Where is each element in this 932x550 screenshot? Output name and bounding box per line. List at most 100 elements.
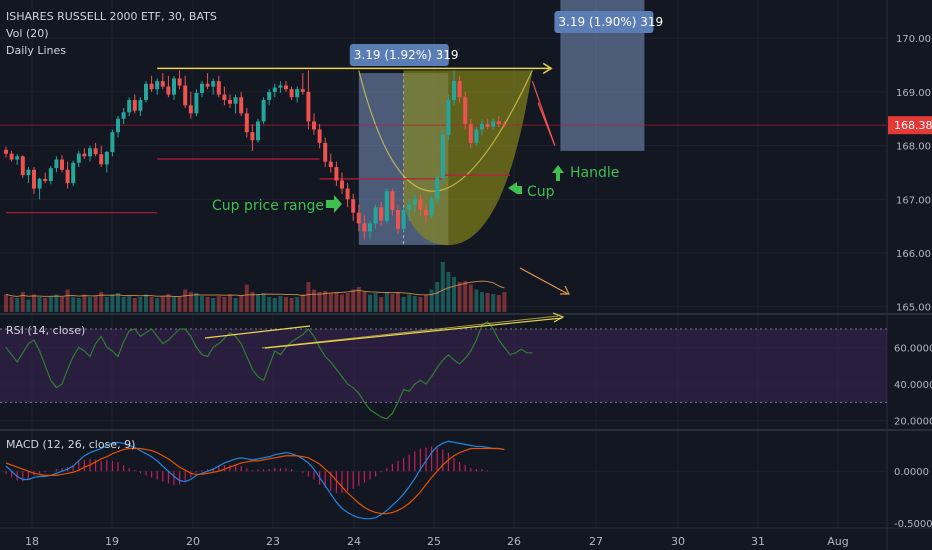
rsi-line[interactable]: [5, 320, 533, 420]
candle-body[interactable]: [295, 89, 300, 98]
macd-line[interactable]: [5, 440, 505, 520]
candle-body[interactable]: [71, 162, 76, 184]
candle-body[interactable]: [20, 156, 25, 176]
candle-body[interactable]: [312, 121, 316, 130]
candle-body[interactable]: [155, 81, 160, 90]
volume-bar: [463, 281, 468, 312]
candle-body[interactable]: [412, 199, 417, 205]
candle-body[interactable]: [440, 134, 445, 178]
candle-body[interactable]: [172, 78, 176, 95]
candle-body[interactable]: [457, 81, 462, 98]
candle-body[interactable]: [104, 152, 109, 165]
candle-body[interactable]: [88, 148, 92, 157]
candle-body[interactable]: [48, 168, 53, 182]
candle-body[interactable]: [351, 199, 356, 213]
candle-body[interactable]: [340, 180, 344, 189]
candle-body[interactable]: [82, 153, 87, 157]
candle-body[interactable]: [138, 99, 143, 111]
candle-body[interactable]: [200, 83, 204, 93]
candle-body[interactable]: [418, 199, 423, 210]
candle-body[interactable]: [373, 207, 378, 224]
candle-body[interactable]: [65, 169, 70, 184]
candle-body[interactable]: [127, 99, 132, 113]
candle-body[interactable]: [496, 121, 501, 125]
candle-body[interactable]: [334, 167, 339, 181]
candle-body[interactable]: [407, 204, 412, 210]
candle-body[interactable]: [76, 153, 81, 163]
candle-body[interactable]: [452, 81, 456, 100]
candle-body[interactable]: [15, 156, 20, 160]
candle-body[interactable]: [328, 161, 333, 168]
candle-body[interactable]: [463, 97, 468, 125]
candle-body[interactable]: [502, 124, 507, 126]
candle-body[interactable]: [261, 99, 266, 122]
candle-body[interactable]: [4, 149, 8, 154]
candle-body[interactable]: [446, 99, 451, 135]
candle-body[interactable]: [160, 81, 165, 87]
candle-body[interactable]: [9, 153, 14, 160]
candle-body[interactable]: [93, 148, 98, 155]
candle-body[interactable]: [485, 124, 490, 127]
candle-body[interactable]: [239, 97, 244, 114]
candle-body[interactable]: [37, 178, 42, 189]
candle-body[interactable]: [132, 99, 137, 111]
candle-body[interactable]: [491, 121, 496, 127]
candle-body[interactable]: [144, 83, 148, 100]
candle-body[interactable]: [278, 85, 283, 88]
candle-body[interactable]: [211, 81, 216, 87]
candle-body[interactable]: [256, 121, 260, 141]
candle-body[interactable]: [468, 124, 473, 143]
candle-body[interactable]: [116, 118, 120, 133]
candle-body[interactable]: [396, 210, 400, 229]
candle-body[interactable]: [384, 191, 389, 221]
candle-body[interactable]: [362, 223, 367, 232]
candle-body[interactable]: [306, 91, 311, 122]
candle-body[interactable]: [194, 92, 199, 114]
candle-body[interactable]: [480, 124, 484, 130]
candle-body[interactable]: [368, 223, 372, 232]
candle-body[interactable]: [289, 89, 294, 98]
candle-body[interactable]: [233, 97, 238, 104]
candle-body[interactable]: [183, 85, 188, 106]
candle-body[interactable]: [26, 169, 31, 176]
macd-signal-line[interactable]: [5, 447, 505, 515]
candle-body[interactable]: [205, 83, 210, 87]
macd-panel[interactable]: [5, 440, 505, 520]
candle-body[interactable]: [356, 212, 361, 224]
candle-body[interactable]: [474, 129, 479, 143]
candle-body[interactable]: [166, 86, 171, 95]
candle-body[interactable]: [32, 169, 36, 189]
candle-body[interactable]: [390, 191, 395, 210]
candle-body[interactable]: [345, 188, 350, 200]
candle-body[interactable]: [110, 132, 115, 153]
rsi-panel[interactable]: [0, 312, 887, 420]
candle-body[interactable]: [43, 178, 48, 182]
candle-body[interactable]: [284, 85, 288, 90]
candle-body[interactable]: [272, 87, 277, 92]
volume-bar: [278, 296, 283, 312]
candle-body[interactable]: [379, 207, 384, 221]
candle-body[interactable]: [54, 159, 59, 169]
candle-body[interactable]: [228, 99, 232, 104]
candle-body[interactable]: [99, 154, 104, 165]
candle-body[interactable]: [435, 177, 440, 200]
price-panel[interactable]: 3.19 (1.92%) 319 3.19 (1.90%) 319 Cup pric…: [0, 0, 887, 312]
candle-body[interactable]: [149, 83, 154, 90]
candle-body[interactable]: [244, 113, 249, 133]
volume-bar: [362, 292, 367, 312]
candle-body[interactable]: [401, 210, 406, 229]
candle-body[interactable]: [188, 105, 193, 114]
candle-body[interactable]: [317, 129, 322, 143]
candle-body[interactable]: [424, 210, 428, 216]
candle-body[interactable]: [177, 78, 182, 86]
candle-body[interactable]: [300, 89, 305, 92]
candle-body[interactable]: [222, 94, 227, 100]
candle-body[interactable]: [250, 132, 255, 141]
candle-body[interactable]: [323, 142, 328, 162]
candle-body[interactable]: [60, 159, 64, 170]
candle-body[interactable]: [216, 81, 221, 95]
candle-body[interactable]: [267, 91, 272, 100]
candle-body[interactable]: [429, 199, 434, 216]
candle-body[interactable]: [121, 112, 126, 119]
